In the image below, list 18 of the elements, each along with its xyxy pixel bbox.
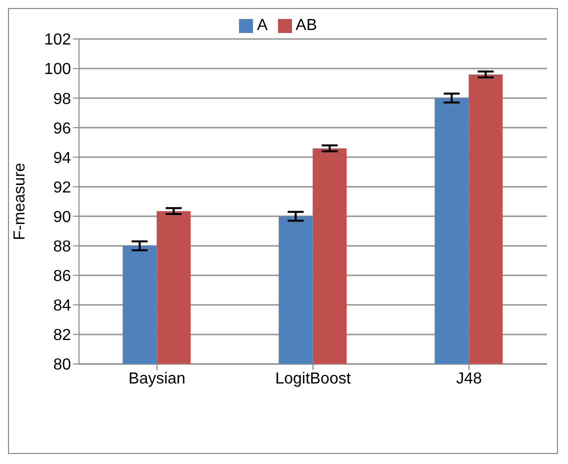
y-tick-label: 100 [44,61,72,78]
y-tick-label: 94 [53,150,72,167]
y-tick-label: 86 [53,268,72,286]
y-axis-title: F-measure [12,162,29,240]
y-tick-label: 92 [53,179,72,196]
y-tick-label: 102 [44,32,72,49]
x-tick-label: J48 [456,370,482,388]
y-tick-label: 80 [53,356,72,374]
y-tick-label: 82 [53,327,72,344]
y-tick-label: 88 [53,238,72,256]
y-tick-label: 98 [53,90,72,108]
y-tick-label: 96 [53,120,72,138]
y-tick-label: 90 [53,208,72,226]
y-tick-label: 84 [53,298,72,315]
x-tick-label: LogitBoost [275,370,352,388]
legend-label: AB [296,17,317,34]
legend-label: A [256,17,268,34]
x-tick-label: Baysian [128,370,186,388]
